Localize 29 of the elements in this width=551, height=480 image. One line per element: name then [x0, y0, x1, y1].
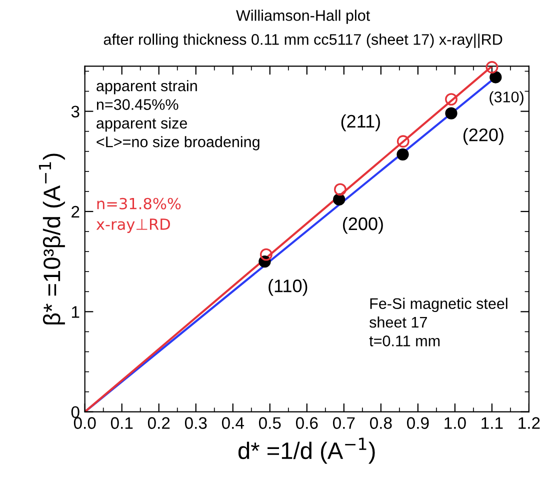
- y-tick-label: 1: [72, 306, 80, 318]
- x-tick-label: 0.3: [184, 417, 207, 429]
- annotation: (310): [490, 91, 524, 106]
- chart-subtitle: after rolling thickness 0.11 mm cc5117 (sheet 17) x-ray||RD: [104, 34, 502, 48]
- annotation: Fe-Si magnetic steel sheet 17 t=0.11 mm: [369, 298, 508, 346]
- x-tick-label: 0.2: [148, 417, 170, 429]
- x-tick-label: 1.2: [518, 417, 540, 429]
- x-tick-label: 0.6: [296, 417, 318, 429]
- x-tick-label: 1.0: [444, 417, 466, 429]
- annotation: (211): [341, 114, 380, 132]
- x-tick-label: 0.4: [222, 417, 244, 429]
- y-tick-label: 3: [71, 106, 80, 118]
- x-tick-label: 0.8: [370, 417, 392, 429]
- annotation: (200): [343, 216, 383, 234]
- annotation: apparent strain n=30.45%% apparent size <L>=no size broadening: [96, 80, 260, 150]
- chart-title: Williamson-Hall plot: [236, 10, 370, 24]
- x-axis-title: d* =1/d (A$^{−1}$): [238, 438, 375, 464]
- x-tick-label: 0.0: [74, 417, 96, 429]
- x-tick-label: 1.1: [482, 417, 503, 429]
- x-tick-label: 0.5: [258, 417, 281, 429]
- y-tick-label: 2: [72, 206, 80, 218]
- x-tick-label: 0.1: [110, 417, 133, 429]
- text: n=31.8%% x-ray⊥RD: [96, 198, 181, 233]
- x-tick-label: 0.9: [407, 417, 429, 429]
- y-axis-title: β* =10³β/d (A$^{−1}$): [38, 154, 65, 324]
- y-tick-label: 0: [71, 406, 80, 418]
- x-tick-label: 0.7: [332, 417, 355, 429]
- annotation: (110): [268, 279, 308, 296]
- annotation: (220): [463, 128, 504, 145]
